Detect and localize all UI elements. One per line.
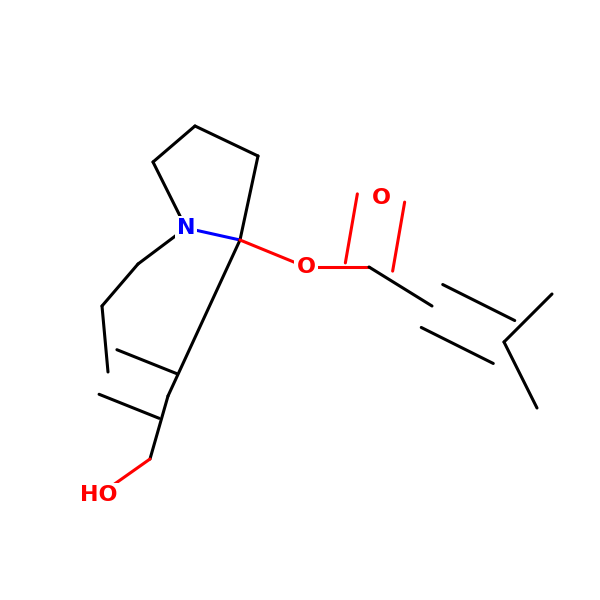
Text: O: O (296, 257, 316, 277)
Text: O: O (371, 188, 391, 208)
Text: HO: HO (80, 485, 118, 505)
Text: N: N (177, 218, 195, 238)
